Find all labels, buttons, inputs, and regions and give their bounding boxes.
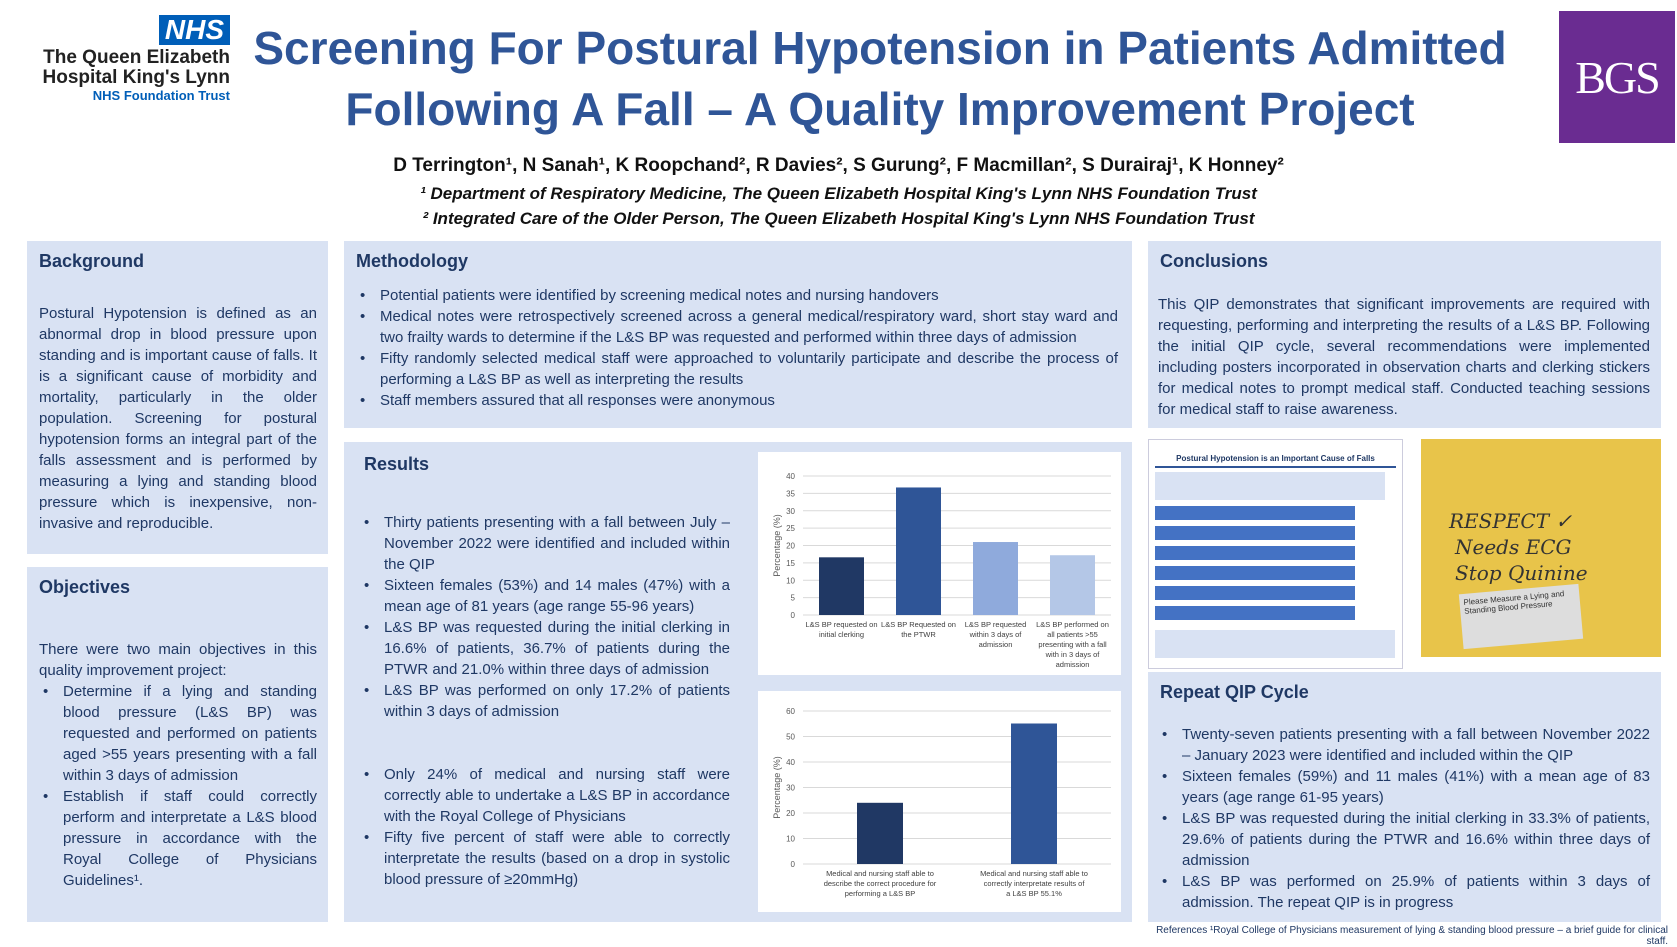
x-tick-label: initial clerking <box>819 630 864 639</box>
background-panel: Background Postural Hypotension is defin… <box>27 241 328 554</box>
x-tick-label: L&S BP performed on <box>1036 620 1109 629</box>
bar <box>857 802 903 864</box>
bar <box>819 557 864 615</box>
nhs-badge: NHS <box>158 15 230 45</box>
x-tick-label: presenting with a fall <box>1038 640 1107 649</box>
clerking-sticker-photo: RESPECT ✓ Needs ECG Stop Quinine Please … <box>1421 439 1661 657</box>
y-tick-label: 10 <box>786 576 795 585</box>
background-text: Postural Hypotension is defined as an ab… <box>39 305 317 532</box>
x-tick-label: L&S BP requested <box>965 620 1027 629</box>
methodology-item: Potential patients were identified by sc… <box>356 285 1118 306</box>
repeat-item: L&S BP was performed on 25.9% of patient… <box>1158 871 1650 913</box>
references: References ¹Royal College of Physicians … <box>1156 925 1668 947</box>
title-line-2: Following A Fall – A Quality Improvement… <box>345 83 1415 135</box>
chart-requests: 0 5 10 15 20 25 30 35 40 Percentage (%) L&S BP req… <box>758 452 1121 675</box>
y-tick-label: 0 <box>791 611 796 620</box>
conclusions-text: This QIP demonstrates that significant i… <box>1158 296 1650 418</box>
handwriting-quinine: Stop Quinine <box>1455 561 1588 585</box>
repeat-item: L&S BP was requested during the initial … <box>1158 808 1650 871</box>
methodology-item: Staff members assured that all responses… <box>356 390 1118 411</box>
conclusions-panel: Conclusions This QIP demonstrates that s… <box>1148 241 1661 428</box>
methodology-item: Fifty randomly selected medical staff we… <box>356 348 1118 390</box>
x-tick-label: admission <box>1056 660 1090 669</box>
falls-poster-heading: Postural Hypotension is an Important Cau… <box>1155 454 1396 468</box>
x-tick-label: within 3 days of <box>969 630 1023 639</box>
bgs-logo: BGS <box>1559 11 1675 143</box>
conclusions-heading: Conclusions <box>1160 251 1269 271</box>
handwriting-ecg: Needs ECG <box>1455 535 1572 559</box>
x-tick-label: correctly interpretate results of <box>984 879 1086 888</box>
bar <box>973 542 1018 615</box>
authors: D Terrington¹, N Sanah¹, K Roopchand², R… <box>393 155 1284 176</box>
results-item: L&S BP was requested during the initial … <box>360 617 730 680</box>
x-tick-label: Medical and nursing staff able to <box>826 869 934 878</box>
bp-sticker: Please Measure a Lying and Standing Bloo… <box>1458 583 1584 650</box>
trust-name: NHS Foundation Trust <box>92 88 230 103</box>
results-item: Only 24% of medical and nursing staff we… <box>360 764 730 827</box>
y-tick-label: 0 <box>791 860 796 869</box>
methodology-panel: Methodology Potential patients were iden… <box>344 241 1132 428</box>
repeat-qip-panel: Repeat QIP Cycle Twenty-seven patients p… <box>1148 672 1661 922</box>
repeat-item: Sixteen females (59%) and 11 males (41%)… <box>1158 766 1650 808</box>
x-tick-label: Medical and nursing staff able to <box>980 869 1088 878</box>
x-tick-label: describe the correct procedure for <box>824 879 937 888</box>
methodology-heading: Methodology <box>356 251 468 271</box>
y-tick-label: 10 <box>786 835 795 844</box>
objectives-intro: There were two main objectives in this q… <box>39 641 317 679</box>
results-item: L&S BP was performed on only 17.2% of pa… <box>360 680 730 722</box>
results-item: Sixteen females (53%) and 14 males (47%)… <box>360 575 730 617</box>
objectives-heading: Objectives <box>39 577 131 597</box>
handwriting-respect: RESPECT ✓ <box>1449 509 1573 533</box>
nhs-trust-logo: NHS The Queen Elizabeth Hospital King's … <box>15 15 230 103</box>
chart-requests-svg: 0 5 10 15 20 25 30 35 40 Percentage (%) L&S BP req… <box>772 472 1111 669</box>
objective-item: Establish if staff could correctly perfo… <box>39 786 317 891</box>
repeat-qip-heading: Repeat QIP Cycle <box>1160 682 1309 702</box>
y-tick-label: 30 <box>786 784 795 793</box>
y-axis-label: Percentage (%) <box>772 756 782 819</box>
y-tick-label: 35 <box>786 489 795 498</box>
affiliation-2: ² Integrated Care of the Older Person, T… <box>422 209 1255 228</box>
falls-poster-image: Postural Hypotension is an Important Cau… <box>1148 439 1403 669</box>
results-heading: Results <box>364 454 430 474</box>
objectives-panel: Objectives There were two main objective… <box>27 567 328 922</box>
results-item: Thirty patients presenting with a fall b… <box>360 512 730 575</box>
y-tick-label: 5 <box>791 594 796 603</box>
results-item: Fifty five percent of staff were able to… <box>360 827 730 890</box>
title-line-1: Screening For Postural Hypotension in Pa… <box>253 22 1507 74</box>
x-tick-label: performing a L&S BP <box>845 889 915 898</box>
y-tick-label: 25 <box>786 524 795 533</box>
y-tick-label: 60 <box>786 707 795 716</box>
x-tick-label: all patients >55 <box>1047 630 1098 639</box>
background-heading: Background <box>39 251 145 271</box>
x-tick-label: with in 3 days of <box>1045 650 1101 659</box>
affiliation-1: ¹ Department of Respiratory Medicine, Th… <box>420 184 1257 203</box>
x-tick-label: the PTWR <box>901 630 936 639</box>
y-tick-label: 15 <box>786 559 795 568</box>
hospital-name: The Queen Elizabeth Hospital King's Lynn <box>42 47 231 88</box>
bar <box>1050 555 1095 615</box>
bar <box>896 487 941 615</box>
x-tick-label: L&S BP Requested on <box>881 620 956 629</box>
y-tick-label: 40 <box>786 758 795 767</box>
y-tick-label: 40 <box>786 472 795 481</box>
y-tick-label: 20 <box>786 809 795 818</box>
x-tick-label: a L&S BP 55.1% <box>1006 889 1062 898</box>
repeat-item: Twenty-seven patients presenting with a … <box>1158 724 1650 766</box>
y-tick-label: 30 <box>786 507 795 516</box>
y-tick-label: 50 <box>786 733 795 742</box>
methodology-item: Medical notes were retrospectively scree… <box>356 306 1118 348</box>
y-tick-label: 20 <box>786 542 795 551</box>
bar <box>1011 723 1057 864</box>
x-tick-label: admission <box>979 640 1013 649</box>
x-tick-label: L&S BP requested on <box>806 620 878 629</box>
objective-item: Determine if a lying and standing blood … <box>39 681 317 786</box>
objectives-body: There were two main objectives in this q… <box>39 639 317 891</box>
chart-staff: 0 10 20 30 40 50 60 Percentage (%) Medical and n… <box>758 691 1121 912</box>
y-axis-label: Percentage (%) <box>772 514 782 577</box>
poster-title: Screening For Postural Hypotension in Pa… <box>230 18 1530 140</box>
chart-staff-svg: 0 10 20 30 40 50 60 Percentage (%) Medical and n… <box>772 707 1111 898</box>
